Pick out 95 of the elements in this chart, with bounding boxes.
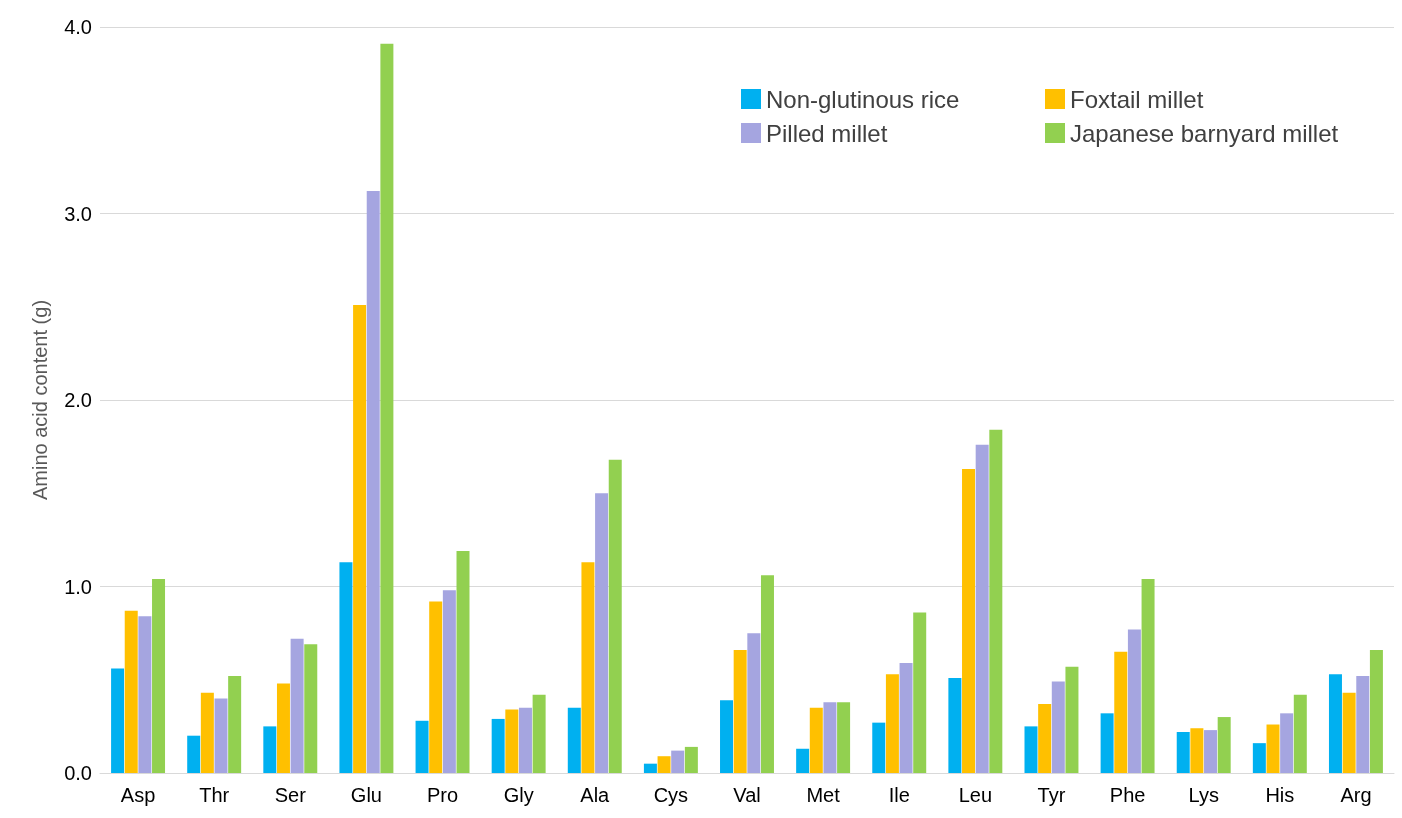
bar bbox=[1328, 674, 1342, 773]
y-axis-title: Amino acid content (g) bbox=[29, 299, 51, 501]
bar bbox=[657, 756, 671, 773]
bar bbox=[720, 700, 734, 773]
x-tick-label: Glu bbox=[350, 784, 382, 806]
bar bbox=[581, 562, 595, 773]
x-tick-label: Leu bbox=[958, 784, 993, 806]
legend-label: Foxtail millet bbox=[1070, 85, 1204, 113]
bar bbox=[1051, 681, 1065, 773]
legend-label: Non-glutinous rice bbox=[766, 85, 960, 113]
x-tick-label: Asp bbox=[120, 784, 156, 806]
bar bbox=[380, 43, 394, 773]
bar bbox=[1356, 676, 1370, 773]
bar bbox=[456, 551, 470, 773]
x-tick-label: Cys bbox=[653, 784, 689, 806]
x-tick-label: Val bbox=[733, 784, 761, 806]
bar bbox=[366, 191, 380, 773]
x-tick-label: Ile bbox=[888, 784, 910, 806]
bar bbox=[872, 722, 886, 773]
x-tick-label: Thr bbox=[199, 784, 230, 806]
bar bbox=[1190, 728, 1204, 773]
bar bbox=[595, 493, 609, 773]
bar bbox=[228, 676, 242, 773]
bar bbox=[1114, 651, 1128, 773]
bar bbox=[1065, 666, 1079, 773]
bar bbox=[823, 702, 837, 773]
bar bbox=[1369, 649, 1383, 773]
bar bbox=[505, 709, 519, 773]
bar bbox=[532, 694, 546, 773]
bar bbox=[415, 720, 429, 773]
bar bbox=[796, 748, 810, 773]
x-tick-label: Arg bbox=[1340, 784, 1372, 806]
bar bbox=[760, 575, 774, 773]
bar bbox=[1127, 629, 1141, 773]
bar bbox=[200, 692, 214, 773]
bar bbox=[429, 601, 443, 773]
bar bbox=[276, 683, 290, 773]
bar bbox=[1024, 726, 1038, 773]
x-tick-label: Tyr bbox=[1037, 784, 1066, 806]
bar bbox=[339, 562, 353, 773]
bar bbox=[124, 610, 138, 773]
bar bbox=[1293, 694, 1307, 773]
bar bbox=[962, 469, 976, 773]
bar bbox=[643, 763, 657, 773]
bar bbox=[353, 304, 367, 773]
bar bbox=[975, 444, 989, 773]
bar bbox=[1038, 704, 1052, 773]
bar bbox=[837, 702, 851, 773]
y-tick-label: 3.0 bbox=[64, 202, 92, 225]
bar bbox=[518, 707, 532, 773]
x-tick-label: Lys bbox=[1188, 784, 1219, 806]
bar bbox=[1266, 724, 1280, 773]
bar bbox=[733, 649, 747, 773]
bar bbox=[187, 735, 201, 773]
bar bbox=[290, 638, 304, 773]
legend-label: Pilled millet bbox=[766, 119, 888, 147]
bar bbox=[899, 662, 913, 773]
bar bbox=[1342, 692, 1356, 773]
bar bbox=[684, 746, 698, 773]
bar bbox=[989, 429, 1003, 773]
bar bbox=[442, 590, 456, 773]
bar bbox=[747, 633, 761, 773]
bar bbox=[1141, 579, 1155, 773]
bar bbox=[138, 616, 152, 773]
x-tick-label: Phe bbox=[1109, 784, 1146, 806]
x-tick-label: Gly bbox=[503, 784, 534, 806]
y-tick-label: 1.0 bbox=[64, 575, 92, 598]
bar bbox=[1204, 730, 1218, 773]
bar bbox=[111, 668, 125, 773]
bar bbox=[1176, 731, 1190, 773]
bar bbox=[1252, 743, 1266, 773]
x-tick-label: Pro bbox=[426, 784, 459, 806]
bar bbox=[152, 579, 166, 773]
bar bbox=[885, 674, 899, 773]
bar bbox=[671, 750, 685, 773]
x-tick-label: Ala bbox=[580, 784, 611, 806]
x-tick-label: Met bbox=[806, 784, 841, 806]
bar bbox=[608, 459, 622, 773]
bar bbox=[567, 707, 581, 773]
bar bbox=[214, 698, 228, 773]
bar bbox=[1280, 713, 1294, 773]
y-tick-label: 0.0 bbox=[64, 762, 92, 784]
bar bbox=[491, 718, 505, 773]
x-tick-label: Ser bbox=[274, 784, 307, 806]
bar bbox=[304, 644, 318, 773]
bar bbox=[913, 612, 927, 773]
y-tick-label: 4.0 bbox=[64, 16, 92, 38]
bar bbox=[948, 677, 962, 773]
y-tick-label: 2.0 bbox=[64, 389, 92, 411]
bar bbox=[1100, 713, 1114, 773]
x-tick-label: His bbox=[1265, 784, 1295, 806]
legend-label: Japanese barnyard millet bbox=[1070, 119, 1339, 147]
bar bbox=[809, 707, 823, 773]
bar bbox=[263, 726, 277, 773]
bar bbox=[1217, 717, 1231, 773]
